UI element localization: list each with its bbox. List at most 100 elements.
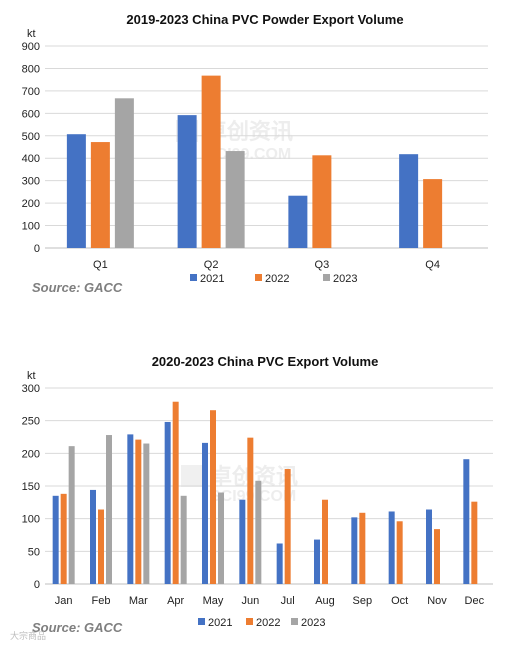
chart1-y-tick-label: 900 <box>22 41 40 53</box>
chart2-y-tick-label: 250 <box>22 416 40 428</box>
chart1-y-tick-label: 600 <box>22 108 40 120</box>
watermark-logo-icon <box>181 465 203 487</box>
chart1-unit: kt <box>27 28 36 40</box>
chart2-legend-swatch <box>246 618 253 625</box>
chart2-category-label: Nov <box>427 595 447 607</box>
chart1-y-tick-label: 400 <box>22 153 40 165</box>
chart1-bar-2022-q2 <box>201 75 221 248</box>
chart2-category-label: Jan <box>55 595 73 607</box>
chart1-bar-2023-q2 <box>225 151 245 248</box>
chart2-category-label: Feb <box>92 595 111 607</box>
chart2-y-tick-label: 0 <box>34 579 40 591</box>
chart2-bar-2022-jun <box>247 437 254 584</box>
chart2-bar-2021-jan <box>52 495 59 584</box>
chart1-y-tick-label: 0 <box>34 243 40 255</box>
chart2-watermark: 卓创资讯 SCI99.COM <box>181 464 298 505</box>
chart1-y-tick-label: 200 <box>22 198 40 210</box>
chart1-legend-swatch <box>323 274 330 281</box>
chart1-category-label: Q2 <box>204 259 219 271</box>
chart2-category-label: Sep <box>353 595 373 607</box>
chart2-legend: 2021 2022 2023 <box>198 617 325 629</box>
chart2-x-axis: Jan Feb Mar Apr May Jun Jul Aug Sep Oct Nov Dec <box>55 595 485 607</box>
chart2-bar-2022-feb <box>98 509 104 584</box>
chart1-bar-2021-q3 <box>288 195 308 248</box>
chart2-bar-2021-apr <box>164 421 171 584</box>
chart1-y-axis: 0 100 200 300 400 500 600 700 800 900 <box>22 41 40 255</box>
chart1-bar-2021-q1 <box>66 134 86 248</box>
chart2-bar-2023-apr <box>180 495 187 584</box>
chart1-bar-2021-q2 <box>177 115 197 248</box>
chart1-legend-label: 2021 <box>200 273 224 285</box>
chart1-x-axis: Q1 Q2 Q3 Q4 <box>93 259 440 271</box>
chart2-unit: kt <box>27 370 36 382</box>
chart2-bar-2021-nov <box>426 509 432 584</box>
chart2-legend-label: 2021 <box>208 617 232 629</box>
chart1-legend-swatch <box>190 274 197 281</box>
corner-watermark: 大宗商品 <box>10 630 46 641</box>
chart1-legend: 2021 2022 2023 <box>190 273 357 285</box>
chart1-y-tick-label: 800 <box>22 63 40 75</box>
chart1-y-tick-label: 500 <box>22 131 40 143</box>
chart2-bar-2022-nov <box>434 529 440 584</box>
chart2-bar-2021-dec <box>463 459 470 584</box>
chart1-bar-2022-q1 <box>90 142 110 248</box>
chart1-y-tick-label: 100 <box>22 221 40 233</box>
chart2-category-label: Dec <box>465 595 485 607</box>
chart2-bar-2022-sep <box>359 512 366 584</box>
chart2-legend-swatch <box>198 618 205 625</box>
chart1-y-tick-label: 700 <box>22 86 40 98</box>
chart2-bar-2022-may <box>210 410 216 584</box>
chart2-legend-label: 2023 <box>301 617 325 629</box>
chart1-y-tick-label: 300 <box>22 176 40 188</box>
chart2-bar-2021-may <box>202 442 208 584</box>
chart2-bar-2023-jun <box>255 480 262 584</box>
chart2-y-axis: 0 50 100 150 200 250 300 <box>22 383 40 591</box>
chart-pvc-export: 2020-2023 China PVC Export Volume kt 卓创资… <box>22 354 493 635</box>
chart2-y-tick-label: 300 <box>22 383 40 395</box>
chart2-bar-2021-jul <box>276 543 283 584</box>
chart2-grid <box>45 387 493 585</box>
chart1-legend-label: 2022 <box>265 273 289 285</box>
chart2-y-tick-label: 50 <box>28 546 40 558</box>
chart1-bar-2022-q3 <box>312 155 332 248</box>
chart2-title: 2020-2023 China PVC Export Volume <box>152 354 379 369</box>
chart2-bar-2022-jul <box>284 469 291 584</box>
chart2-bar-2021-aug <box>314 539 320 584</box>
chart2-source: Source: GACC <box>32 620 123 635</box>
chart2-watermark-text: 卓创资讯 <box>210 464 298 489</box>
chart1-category-label: Q4 <box>425 259 440 271</box>
chart2-bar-2022-oct <box>396 521 403 584</box>
chart2-bar-2021-sep <box>351 517 358 584</box>
chart2-bar-2022-aug <box>322 499 328 584</box>
chart2-category-label: Mar <box>129 595 148 607</box>
chart1-bar-2023-q1 <box>114 98 134 248</box>
chart2-bar-2023-mar <box>143 443 150 584</box>
chart2-bar-2022-jan <box>60 493 67 584</box>
chart2-category-label: Aug <box>315 595 335 607</box>
chart-powder-export: 2019-2023 China PVC Powder Export Volume… <box>22 12 488 295</box>
chart1-title: 2019-2023 China PVC Powder Export Volume <box>126 12 403 27</box>
chart1-bars <box>66 75 443 248</box>
chart1-category-label: Q3 <box>315 259 330 271</box>
chart2-bar-2023-may <box>218 492 224 584</box>
chart2-category-label: Oct <box>391 595 408 607</box>
chart1-legend-swatch <box>255 274 262 281</box>
chart1-bar-2022-q4 <box>423 179 443 248</box>
chart2-y-tick-label: 150 <box>22 481 40 493</box>
chart2-bar-2023-jan <box>68 446 75 584</box>
chart2-bars <box>52 401 478 584</box>
chart2-bar-2022-mar <box>135 439 142 584</box>
chart2-y-tick-label: 100 <box>22 514 40 526</box>
chart1-category-label: Q1 <box>93 259 108 271</box>
chart2-bar-2021-feb <box>90 489 96 584</box>
chart2-bar-2021-oct <box>388 511 395 584</box>
chart2-category-label: Jun <box>241 595 259 607</box>
chart2-bar-2022-dec <box>471 501 478 584</box>
chart2-bar-2022-apr <box>172 401 179 584</box>
chart2-category-label: Jul <box>281 595 295 607</box>
chart2-bar-2021-mar <box>127 434 134 584</box>
chart2-category-label: Apr <box>167 595 184 607</box>
chart1-source: Source: GACC <box>32 280 123 295</box>
chart2-y-tick-label: 200 <box>22 448 40 460</box>
